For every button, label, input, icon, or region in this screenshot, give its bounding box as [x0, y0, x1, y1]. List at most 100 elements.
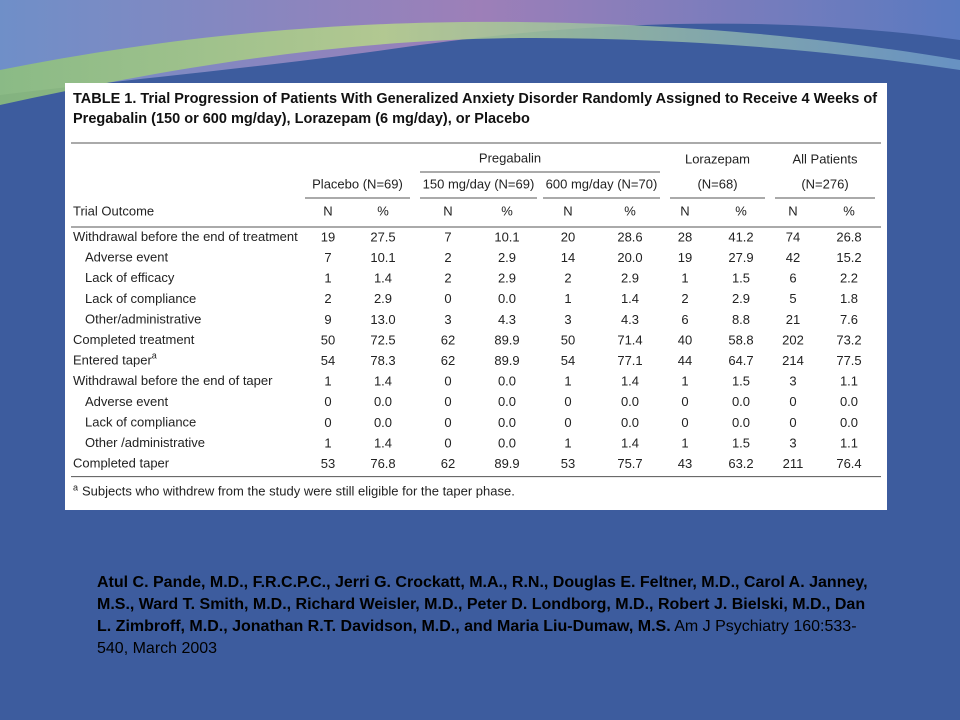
wave: [0, 0, 960, 95]
table: TABLE 1. Trial Progression of Patients W…: [71, 91, 881, 499]
cell: 1.5: [732, 435, 750, 450]
cell: 20.0: [617, 250, 642, 265]
cell: 28: [678, 229, 692, 244]
column-header: (N=68): [697, 176, 737, 191]
cell: 1.4: [374, 271, 392, 286]
source: Am J Psychiatry 160:533-540, March 2003: [97, 618, 857, 657]
cell: 202: [782, 332, 804, 347]
cell: 0.0: [374, 394, 392, 409]
cell: 10.1: [370, 250, 395, 265]
cell: 1.1: [840, 374, 858, 389]
cell: 7: [324, 250, 331, 265]
cell: 0.0: [732, 394, 750, 409]
subcolumn-header: %: [624, 203, 636, 218]
cell: 78.3: [370, 353, 395, 368]
row-label-text: Lack of compliance: [85, 415, 196, 430]
cell: 54: [321, 353, 335, 368]
row-label: Adverse event: [85, 250, 168, 265]
wave: [0, 21, 960, 105]
cell: 62: [441, 353, 455, 368]
row-label-text: Other/administrative: [85, 312, 201, 327]
citation: Atul C. Pande, M.D., F.R.C.P.C., Jerri G…: [97, 572, 877, 660]
subcolumn-header: N: [788, 203, 797, 218]
cell: 0: [681, 415, 688, 430]
row-label-text: Adverse event: [85, 250, 168, 265]
cell: 2.9: [374, 291, 392, 306]
cell: 1.5: [732, 374, 750, 389]
row-label: Other/administrative: [85, 312, 201, 327]
row-label: Adverse event: [85, 394, 168, 409]
cell: 0.0: [840, 415, 858, 430]
footnote: a Subjects who withdrew from the study we…: [73, 483, 515, 499]
cell: 0.0: [498, 415, 516, 430]
row-label-text: Completed treatment: [73, 332, 195, 347]
cell: 211: [783, 456, 804, 471]
cell: 214: [782, 353, 804, 368]
cell: 1: [681, 374, 688, 389]
cell: 3: [789, 435, 796, 450]
cell: 1.4: [621, 374, 639, 389]
subcolumn-header: %: [377, 203, 389, 218]
cell: 3: [789, 374, 796, 389]
row-header: Trial Outcome: [73, 203, 154, 218]
cell: 1: [564, 435, 571, 450]
row-label: Lack of compliance: [85, 291, 196, 306]
cell: 2.9: [498, 271, 516, 286]
row-label: Withdrawal before the end of taper: [73, 374, 273, 389]
cell: 44: [678, 353, 692, 368]
cell: 1: [324, 374, 331, 389]
cell: 0: [681, 394, 688, 409]
table-title: Pregabalin (150 or 600 mg/day), Lorazepa…: [73, 111, 530, 127]
cell: 19: [321, 229, 335, 244]
row-label: Lack of efficacy: [85, 271, 175, 286]
cell: 53: [321, 456, 335, 471]
cell: 1.4: [374, 374, 392, 389]
cell: 2: [444, 250, 451, 265]
cell: 2: [324, 291, 331, 306]
row-label-text: Completed taper: [73, 456, 170, 471]
cell: 26.8: [836, 229, 861, 244]
cell: 64.7: [728, 353, 753, 368]
cell: 54: [561, 353, 575, 368]
cell: 0.0: [498, 435, 516, 450]
cell: 1: [564, 291, 571, 306]
cell: 1: [681, 271, 688, 286]
row-label: Entered tapera: [73, 351, 157, 368]
cell: 0: [789, 394, 796, 409]
cell: 0.0: [374, 415, 392, 430]
cell: 50: [561, 332, 575, 347]
row-label-text: Entered taper: [73, 353, 152, 368]
row-label-text: Withdrawal before the end of taper: [73, 374, 273, 389]
cell: 0: [324, 394, 331, 409]
column-header: Placebo (N=69): [312, 176, 403, 191]
cell: 77.5: [836, 353, 861, 368]
cell: 0.0: [498, 291, 516, 306]
cell: 62: [441, 332, 455, 347]
cell: 1.4: [374, 435, 392, 450]
cell: 19: [678, 250, 692, 265]
cell: 0: [564, 394, 571, 409]
cell: 89.9: [494, 456, 519, 471]
cell: 0: [444, 374, 451, 389]
cell: 0.0: [840, 394, 858, 409]
cell: 2: [681, 291, 688, 306]
row-label: Withdrawal before the end of treatment: [73, 229, 298, 244]
group-header: Pregabalin: [479, 150, 541, 165]
cell: 0: [444, 394, 451, 409]
row-label-text: Other /administrative: [85, 435, 205, 450]
row-label: Other /administrative: [85, 435, 205, 450]
cell: 53: [561, 456, 575, 471]
cell: 89.9: [494, 353, 519, 368]
cell: 2.9: [732, 291, 750, 306]
cell: 20: [561, 229, 575, 244]
cell: 0: [444, 435, 451, 450]
cell: 2: [564, 271, 571, 286]
table-title: TABLE 1. Trial Progression of Patients W…: [73, 91, 877, 107]
cell: 5: [789, 291, 796, 306]
cell: 15.2: [836, 250, 861, 265]
cell: 4.3: [621, 312, 639, 327]
cell: 6: [789, 271, 796, 286]
subcolumn-header: %: [735, 203, 747, 218]
subcolumn-header: N: [563, 203, 572, 218]
